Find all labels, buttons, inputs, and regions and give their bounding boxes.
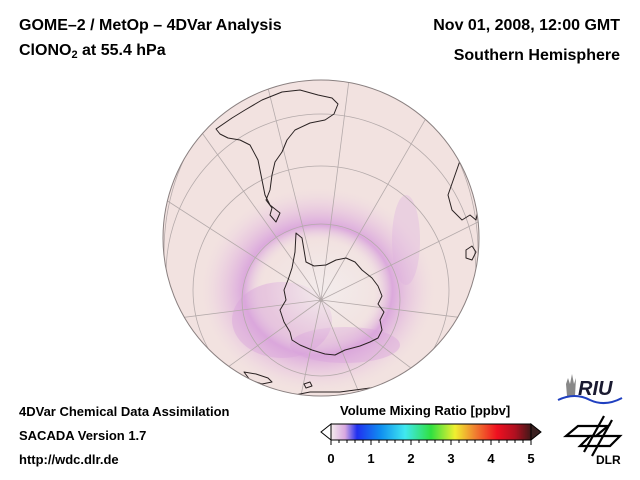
- meridian: [165, 199, 322, 301]
- map-title: GOME–2 / MetOp – 4DVar Analysis: [19, 17, 282, 34]
- low-vmr-patch-east: [392, 195, 420, 285]
- meridian: [320, 299, 363, 396]
- meridian: [163, 299, 322, 321]
- colorbar-ticks: [330, 440, 532, 445]
- species-level: at 55.4 hPa: [77, 42, 166, 59]
- globe: [162, 79, 480, 397]
- meridian: [320, 299, 479, 321]
- species-subscript: 2: [71, 49, 78, 61]
- river-icon: [557, 395, 623, 404]
- meridian: [265, 80, 322, 301]
- hemisphere-label: Southern Hemisphere: [453, 47, 620, 64]
- colorbar-under-arrow: [320, 422, 332, 442]
- footer-line-2: SACADA Version 1.7: [19, 428, 147, 443]
- colorbar-tick-label: 5: [527, 451, 535, 466]
- meridian: [320, 80, 350, 301]
- madagascar-coast: [465, 245, 477, 261]
- riu-logo-text: RIU: [578, 378, 613, 400]
- latitude-line: [241, 223, 401, 377]
- polar-interior: [265, 240, 385, 340]
- antarctica-coast: [279, 232, 385, 356]
- tasmania-coast: [303, 381, 313, 389]
- colorbar-over-arrow: [530, 422, 542, 442]
- cathedral-icon: [566, 374, 576, 396]
- colorbar: [320, 422, 542, 445]
- species-base: ClONO: [19, 42, 72, 59]
- colorbar-tick-label: 0: [327, 451, 335, 466]
- colorbar-tick-label: 3: [447, 451, 455, 466]
- footer-url: http://wdc.dlr.de: [19, 452, 119, 467]
- dlr-logo-text: DLR: [596, 453, 621, 467]
- meridian: [320, 119, 426, 301]
- colorbar-tick-label: 4: [487, 451, 495, 466]
- colorbar-title: Volume Mixing Ratio [ppbv]: [340, 403, 511, 418]
- meridian: [299, 299, 322, 396]
- colorbar-tick-label: 2: [407, 451, 415, 466]
- footer-line-1: 4DVar Chemical Data Assimilation: [19, 404, 230, 419]
- meridian: [320, 221, 479, 301]
- colorbar-tick-label: 1: [367, 451, 375, 466]
- south-america-coast: [215, 89, 339, 223]
- dlr-logo: DLR: [562, 415, 623, 467]
- riu-logo: RIU: [557, 374, 623, 404]
- colorbar-scale: [330, 423, 532, 441]
- dlr-emblem-icon: [562, 415, 623, 457]
- analysis-date: Nov 01, 2008, 12:00 GMT: [433, 17, 620, 34]
- south-pole-marker: [319, 298, 323, 302]
- species-label: ClONO2 at 55.4 hPa: [19, 42, 166, 61]
- globe-outline: [162, 79, 480, 397]
- meridian: [199, 129, 322, 301]
- latitude-line: [192, 165, 450, 396]
